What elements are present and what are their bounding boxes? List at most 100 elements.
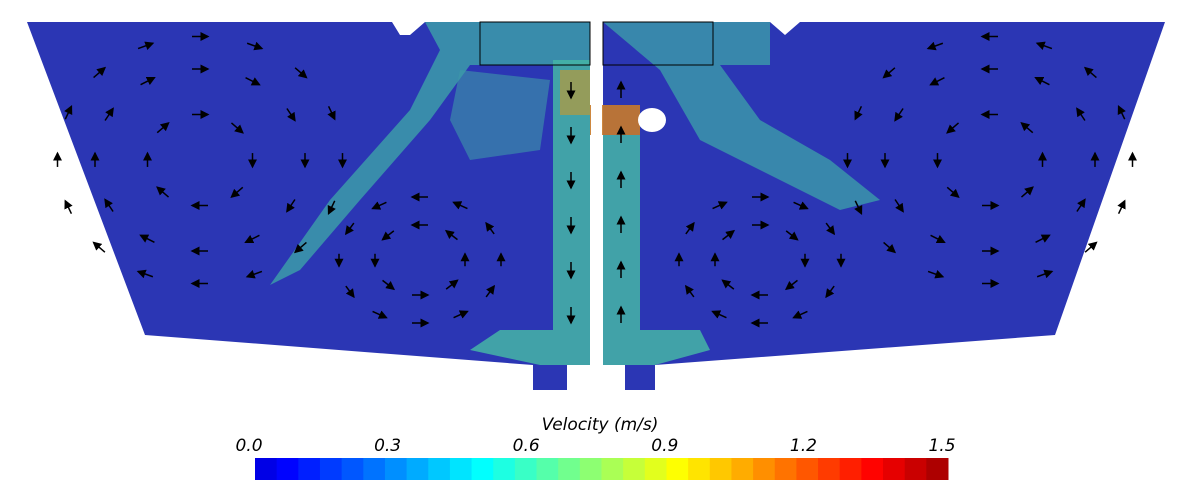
arrow xyxy=(286,199,296,213)
domain xyxy=(27,20,1165,390)
colorbar-swatch xyxy=(601,458,624,480)
colorbar-swatch xyxy=(363,458,386,480)
colorbar-swatch xyxy=(644,458,667,480)
arrow xyxy=(230,122,244,134)
arrow xyxy=(926,41,944,51)
colorbar: 0.0 0.3 0.6 0.9 1.2 1.5 xyxy=(235,436,956,480)
colorbar-swatch xyxy=(406,458,429,480)
arrow xyxy=(327,106,336,121)
arrow xyxy=(946,122,960,134)
jet-left-mid xyxy=(450,70,550,160)
arrow xyxy=(946,186,960,199)
arrow xyxy=(246,41,264,51)
colorbar-swatch xyxy=(536,458,559,480)
arrow xyxy=(929,77,945,86)
colorbar-swatch xyxy=(709,458,732,480)
arrow xyxy=(785,230,799,241)
arrow xyxy=(854,106,863,121)
colorbar-tick-label: 0.3 xyxy=(374,436,401,456)
vector-arrows xyxy=(53,32,1137,328)
colorbar-tick-label: 1.2 xyxy=(790,436,817,456)
gap xyxy=(591,20,602,370)
colorbar-swatch xyxy=(731,458,754,480)
arrow xyxy=(64,199,73,214)
arrow xyxy=(1076,198,1086,212)
colorbar-swatch xyxy=(839,458,862,480)
arrow xyxy=(244,234,260,243)
arrow xyxy=(1117,104,1126,120)
arrow xyxy=(722,229,736,241)
arrow xyxy=(453,310,469,319)
arrow xyxy=(104,107,114,121)
colorbar-swatch xyxy=(623,458,646,480)
arrow xyxy=(139,234,155,243)
colorbar-swatch xyxy=(428,458,451,480)
arrow xyxy=(784,279,798,291)
left-region xyxy=(27,22,590,390)
outlines xyxy=(479,21,714,66)
jet-left xyxy=(270,22,590,285)
arrow xyxy=(156,121,170,134)
colorbar-swatch xyxy=(341,458,364,480)
arrow xyxy=(293,241,307,254)
colorbar-swatch xyxy=(298,458,321,480)
arrow xyxy=(294,67,308,79)
arrow xyxy=(721,279,735,290)
arrow xyxy=(685,221,695,235)
arrow xyxy=(92,241,106,253)
arrow xyxy=(930,234,946,243)
arrow xyxy=(825,285,835,299)
arrow xyxy=(245,77,261,86)
arrow xyxy=(485,221,495,235)
arrow xyxy=(93,66,107,79)
arrow xyxy=(140,77,156,86)
arrow xyxy=(882,67,896,79)
jet-right-column xyxy=(603,135,710,365)
arrow xyxy=(854,200,863,216)
colorbar-swatch xyxy=(319,458,343,480)
arrow xyxy=(712,201,728,210)
arrow xyxy=(230,186,244,199)
colorbar-swatch xyxy=(753,458,776,480)
colorbar-swatch xyxy=(883,458,906,480)
arrow xyxy=(104,198,114,212)
arrow xyxy=(1036,269,1054,279)
colorbar-swatch xyxy=(666,458,689,480)
arrow xyxy=(927,269,945,279)
colorbar-swatch xyxy=(861,458,884,480)
colorbar-tick-label: 1.5 xyxy=(928,436,955,456)
arrow xyxy=(711,310,727,319)
colorbar-swatch xyxy=(514,458,538,480)
arrow xyxy=(1117,199,1126,214)
arrow xyxy=(381,230,395,241)
arrow xyxy=(485,284,496,298)
arrow xyxy=(444,229,458,241)
arrow xyxy=(286,108,296,122)
arrow xyxy=(825,222,836,236)
hot-spot-top xyxy=(560,70,590,115)
colorbar-swatch xyxy=(384,458,408,480)
arrow xyxy=(137,41,155,51)
colorbar-swatch xyxy=(449,458,473,480)
arrow xyxy=(136,269,154,279)
arrow xyxy=(452,201,468,210)
arrow xyxy=(1076,107,1086,121)
arrow xyxy=(883,241,897,254)
arrow xyxy=(894,108,904,122)
arrow xyxy=(1020,186,1034,198)
arrow xyxy=(245,269,263,279)
colorbar-tick-label: 0.0 xyxy=(235,436,262,456)
colorbar-swatch xyxy=(774,458,797,480)
arrow xyxy=(1084,241,1098,253)
arrow xyxy=(793,201,809,210)
colorbar-swatch xyxy=(558,458,581,480)
arrow xyxy=(344,222,355,236)
arrow xyxy=(345,285,355,299)
colorbar-tick-label: 0.6 xyxy=(513,436,540,456)
arrow xyxy=(156,186,170,198)
colorbar-swatch xyxy=(818,458,841,480)
colorbar-swatch xyxy=(493,458,516,480)
colorbar-tick-label: 0.9 xyxy=(651,436,678,456)
colorbar-title: Velocity (m/s) xyxy=(542,415,659,435)
arrow xyxy=(327,200,336,216)
